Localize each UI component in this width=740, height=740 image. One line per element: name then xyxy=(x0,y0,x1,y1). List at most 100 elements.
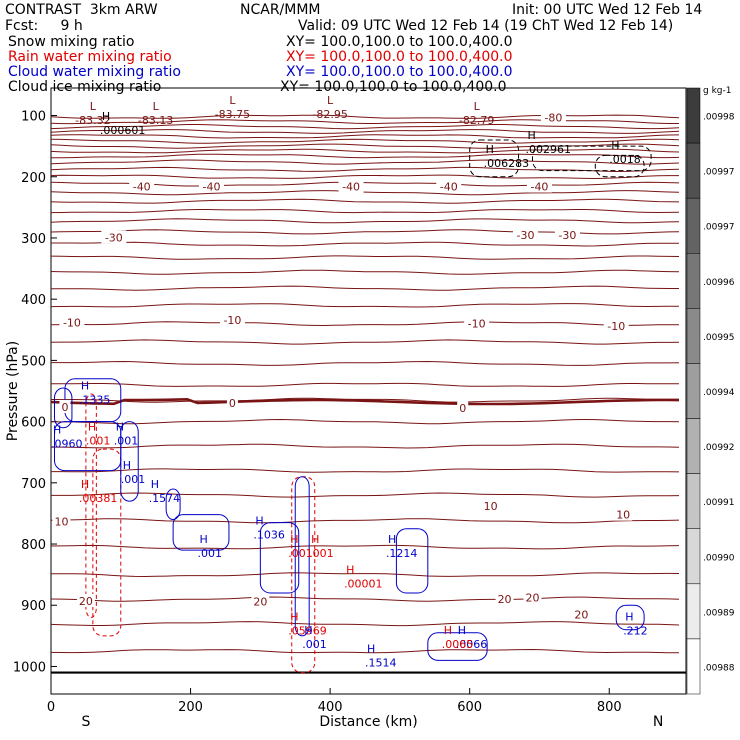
field-ice-xy: XY= 100.0,100.0 to 100.0,400.0 xyxy=(280,79,507,95)
high-value: .0065 xyxy=(442,638,474,651)
freezing-level-line xyxy=(50,397,680,406)
contour-label-bg xyxy=(219,312,245,326)
x-tick-label: 600 xyxy=(457,700,482,715)
high-value: .1036 xyxy=(253,529,285,542)
colorbar-segment xyxy=(686,142,701,199)
high-marker: H xyxy=(444,624,452,637)
model-title: CONTRAST 3km ARW xyxy=(5,2,158,18)
x-tick-label: 400 xyxy=(318,700,343,715)
x-axis-label: Distance (km) xyxy=(319,714,417,730)
contour-label-bg xyxy=(59,315,85,329)
y-tick-label: 300 xyxy=(21,232,46,247)
isotherm-line xyxy=(50,339,680,345)
contour-label-bg xyxy=(526,179,552,193)
isotherm-line xyxy=(50,229,680,235)
high-value: .0018 xyxy=(609,153,641,166)
colorbar-segment xyxy=(686,583,701,640)
isotherm-line xyxy=(50,255,680,260)
contour-label-bg xyxy=(513,227,539,241)
contour-label-bg xyxy=(198,179,224,193)
colorbar-unit: g kg-1 xyxy=(703,86,731,96)
isotherm-line xyxy=(50,621,680,627)
high-marker: H xyxy=(304,624,312,637)
isotherm-line xyxy=(50,321,679,327)
cloud-water-regions xyxy=(53,378,645,661)
cloud-water-contour xyxy=(172,514,230,551)
high-value: .000601 xyxy=(100,124,146,137)
y-tick-label: 800 xyxy=(21,538,46,553)
high-marker: H xyxy=(200,533,208,546)
isotherm-line xyxy=(51,492,680,498)
contour-label-bg xyxy=(129,179,155,193)
isotherm-line xyxy=(50,114,680,119)
isotherm-line xyxy=(50,174,679,180)
high-marker: H xyxy=(53,423,61,436)
high-marker: H xyxy=(367,643,375,656)
colorbar-label: .00992 xyxy=(703,443,735,453)
temperature-label: 20 xyxy=(79,595,93,608)
colorbar-segment xyxy=(686,473,701,529)
high-value: .0960 xyxy=(51,437,83,450)
y-tick-label: 200 xyxy=(21,171,46,186)
cloud-water-contour xyxy=(120,421,139,502)
high-value: .001 xyxy=(309,547,334,560)
high-marker: H xyxy=(151,478,159,491)
isotherm-line xyxy=(50,596,680,602)
isotherm-line xyxy=(51,468,680,473)
temperature-label: -80 xyxy=(544,111,562,124)
field-cloud-name: Cloud water mixing ratio xyxy=(8,64,181,80)
high-marker: H xyxy=(528,129,536,142)
cloud-water-contour xyxy=(395,528,429,594)
field-rain-name: Rain water mixing ratio xyxy=(8,49,172,65)
cloud-water-contour xyxy=(259,522,300,594)
rain-water-contour xyxy=(92,448,122,637)
contour-label-bg xyxy=(523,590,542,604)
cloud-water-contour xyxy=(294,476,310,637)
low-value: -83.32 xyxy=(75,114,110,127)
colorbar-segment xyxy=(686,528,701,585)
isotherm-line xyxy=(50,181,680,187)
temperature-label: -30 xyxy=(517,229,535,242)
high-value: .001 xyxy=(121,473,145,486)
cloud-ice-contour xyxy=(531,145,652,172)
high-marker: H xyxy=(311,533,319,546)
isotherm-line xyxy=(50,124,680,130)
isotherm-line xyxy=(50,418,680,425)
y-tick-label: 500 xyxy=(21,354,46,369)
y-tick-label: 1000 xyxy=(13,660,46,675)
low-value: -83.13 xyxy=(138,114,173,127)
contour-label-bg xyxy=(554,227,580,241)
temperature-label: 10 xyxy=(484,500,498,513)
low-marker: L xyxy=(90,100,97,113)
y-tick-label: 100 xyxy=(21,110,46,125)
contour-label-bg xyxy=(52,514,71,528)
isotherm-line xyxy=(50,198,680,204)
high-marker: H xyxy=(255,515,263,528)
contour-label-bg xyxy=(436,179,462,193)
contour-labels: -80 -40 -40 -40 -40 -40 -30 -30 -30 -10 -10 -10 -10 0… xyxy=(51,94,648,670)
cloud-water-contour xyxy=(165,488,181,521)
colorbar-segment xyxy=(686,87,701,144)
isotherm-line xyxy=(50,544,680,550)
contour-label-bg xyxy=(603,319,629,333)
colorbar-label: .00997 xyxy=(703,168,735,178)
colorbar-label: .00990 xyxy=(703,553,735,563)
cloud-ice-contour xyxy=(594,154,645,178)
colorbar-label: .00994 xyxy=(703,388,735,398)
high-value: .001 xyxy=(114,434,139,447)
isotherm-line xyxy=(51,360,680,366)
contour-label-bg xyxy=(457,401,469,415)
x-tick-label: 0 xyxy=(47,700,55,715)
colorbar-label: .00996 xyxy=(703,278,735,288)
isotherm-line xyxy=(51,397,679,403)
org-title: NCAR/MMM xyxy=(240,2,321,18)
colorbar-segment xyxy=(686,638,701,695)
high-marker: H xyxy=(81,478,89,491)
high-value: .1214 xyxy=(386,547,418,560)
isotherm-line xyxy=(50,119,679,125)
high-marker: H xyxy=(102,110,110,123)
temperature-label: 20 xyxy=(525,591,539,604)
isotherm-line xyxy=(50,303,679,308)
temperature-label: -10 xyxy=(607,320,625,333)
